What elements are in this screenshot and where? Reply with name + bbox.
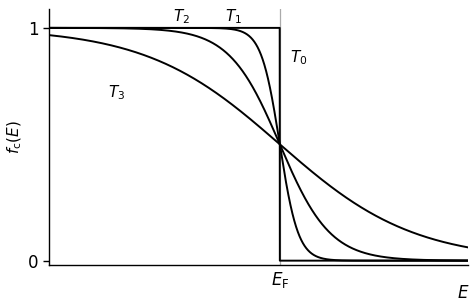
Text: $T_1$: $T_1$ xyxy=(225,7,242,26)
Text: $T_3$: $T_3$ xyxy=(108,84,125,103)
Text: E: E xyxy=(458,284,468,302)
Y-axis label: $f_{\mathrm{c}}(E)$: $f_{\mathrm{c}}(E)$ xyxy=(6,120,24,154)
Text: $T_2$: $T_2$ xyxy=(173,7,190,26)
Text: $T_0$: $T_0$ xyxy=(290,49,308,68)
